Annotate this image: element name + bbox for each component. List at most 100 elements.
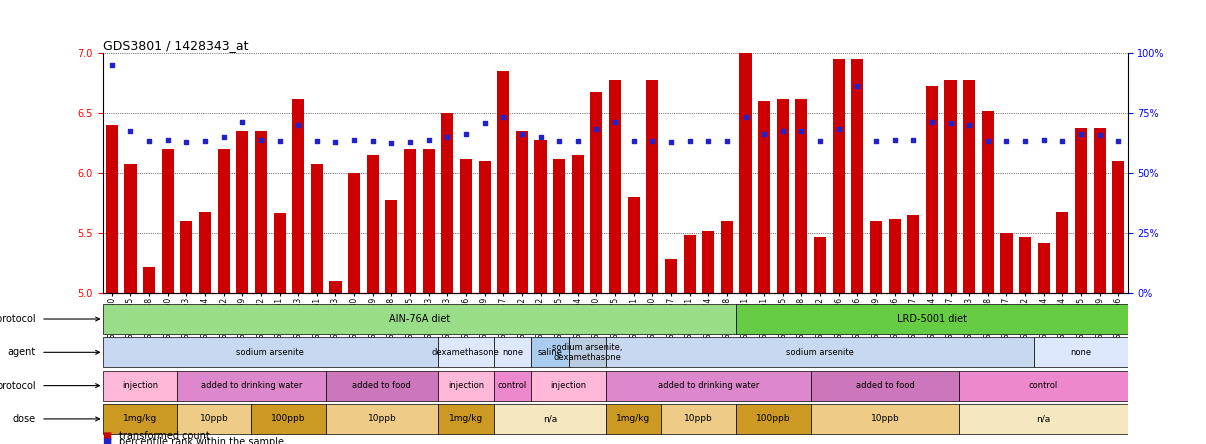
- Bar: [960, 404, 1128, 434]
- Text: none: none: [502, 348, 523, 357]
- Bar: [144, 267, 156, 293]
- Bar: [702, 231, 714, 293]
- Point: [550, 137, 569, 144]
- Text: sodium arsenite: sodium arsenite: [786, 348, 854, 357]
- Point: [177, 139, 197, 146]
- Bar: [217, 149, 229, 293]
- Bar: [1001, 233, 1013, 293]
- Bar: [661, 404, 736, 434]
- Bar: [479, 161, 491, 293]
- Text: ■: ■: [103, 432, 112, 441]
- Text: AIN-76A diet: AIN-76A diet: [388, 314, 450, 324]
- Text: sodium arsenite,
dexamethasone: sodium arsenite, dexamethasone: [552, 343, 622, 362]
- Bar: [759, 101, 771, 293]
- Point: [308, 137, 327, 144]
- Point: [103, 62, 122, 69]
- Text: LRD-5001 diet: LRD-5001 diet: [897, 314, 967, 324]
- Text: none: none: [1071, 348, 1091, 357]
- Point: [698, 137, 718, 144]
- Point: [718, 137, 737, 144]
- Bar: [736, 404, 810, 434]
- Point: [848, 82, 867, 89]
- Bar: [516, 131, 528, 293]
- Bar: [810, 404, 960, 434]
- Point: [326, 139, 345, 146]
- Point: [251, 136, 270, 143]
- Text: 10ppb: 10ppb: [368, 414, 397, 424]
- Point: [1108, 137, 1128, 144]
- Point: [755, 130, 774, 137]
- Text: added to drinking water: added to drinking water: [657, 381, 759, 390]
- Text: 1mg/kg: 1mg/kg: [123, 414, 157, 424]
- Text: injection: injection: [122, 381, 158, 390]
- Bar: [386, 199, 398, 293]
- Point: [643, 137, 662, 144]
- Bar: [329, 281, 341, 293]
- Text: ■: ■: [103, 437, 112, 444]
- Bar: [254, 131, 267, 293]
- Point: [513, 130, 532, 137]
- Bar: [438, 404, 494, 434]
- Bar: [569, 337, 605, 367]
- Text: added to drinking water: added to drinking water: [201, 381, 303, 390]
- Point: [960, 122, 979, 129]
- Bar: [721, 221, 733, 293]
- Text: injection: injection: [550, 381, 586, 390]
- Text: n/a: n/a: [543, 414, 557, 424]
- Point: [680, 137, 699, 144]
- Bar: [367, 155, 379, 293]
- Bar: [531, 337, 569, 367]
- Bar: [531, 371, 605, 400]
- Bar: [777, 99, 789, 293]
- Bar: [1019, 237, 1031, 293]
- Point: [363, 137, 382, 144]
- Bar: [441, 113, 453, 293]
- Bar: [889, 219, 901, 293]
- Point: [1015, 137, 1035, 144]
- Bar: [103, 404, 177, 434]
- Bar: [627, 197, 639, 293]
- Text: 1mg/kg: 1mg/kg: [616, 414, 650, 424]
- Bar: [494, 371, 531, 400]
- Bar: [1094, 127, 1106, 293]
- Bar: [459, 159, 472, 293]
- Bar: [494, 404, 605, 434]
- Point: [978, 137, 997, 144]
- Bar: [181, 221, 193, 293]
- Point: [121, 128, 140, 135]
- Point: [568, 137, 587, 144]
- Bar: [851, 59, 863, 293]
- Bar: [251, 404, 326, 434]
- Bar: [739, 48, 751, 293]
- Point: [531, 134, 550, 141]
- Bar: [646, 79, 658, 293]
- Text: added to food: added to food: [352, 381, 411, 390]
- Bar: [982, 111, 994, 293]
- Text: protocol: protocol: [0, 381, 36, 391]
- Bar: [605, 371, 810, 400]
- Bar: [870, 221, 882, 293]
- Bar: [1056, 211, 1069, 293]
- Text: control: control: [498, 381, 527, 390]
- Text: sodium arsenite: sodium arsenite: [236, 348, 304, 357]
- Text: dose: dose: [13, 414, 36, 424]
- Bar: [554, 159, 566, 293]
- Point: [158, 136, 177, 143]
- Point: [866, 137, 885, 144]
- Bar: [1037, 243, 1049, 293]
- Bar: [591, 91, 603, 293]
- Bar: [810, 371, 960, 400]
- Text: 10ppb: 10ppb: [684, 414, 713, 424]
- Bar: [438, 371, 494, 400]
- Point: [1053, 137, 1072, 144]
- Bar: [814, 237, 826, 293]
- Point: [475, 119, 494, 127]
- Bar: [422, 149, 434, 293]
- Bar: [534, 139, 546, 293]
- Text: transformed count: transformed count: [119, 432, 210, 441]
- Point: [345, 136, 364, 143]
- Point: [605, 118, 625, 125]
- Text: injection: injection: [447, 381, 484, 390]
- Bar: [665, 259, 677, 293]
- Bar: [684, 235, 696, 293]
